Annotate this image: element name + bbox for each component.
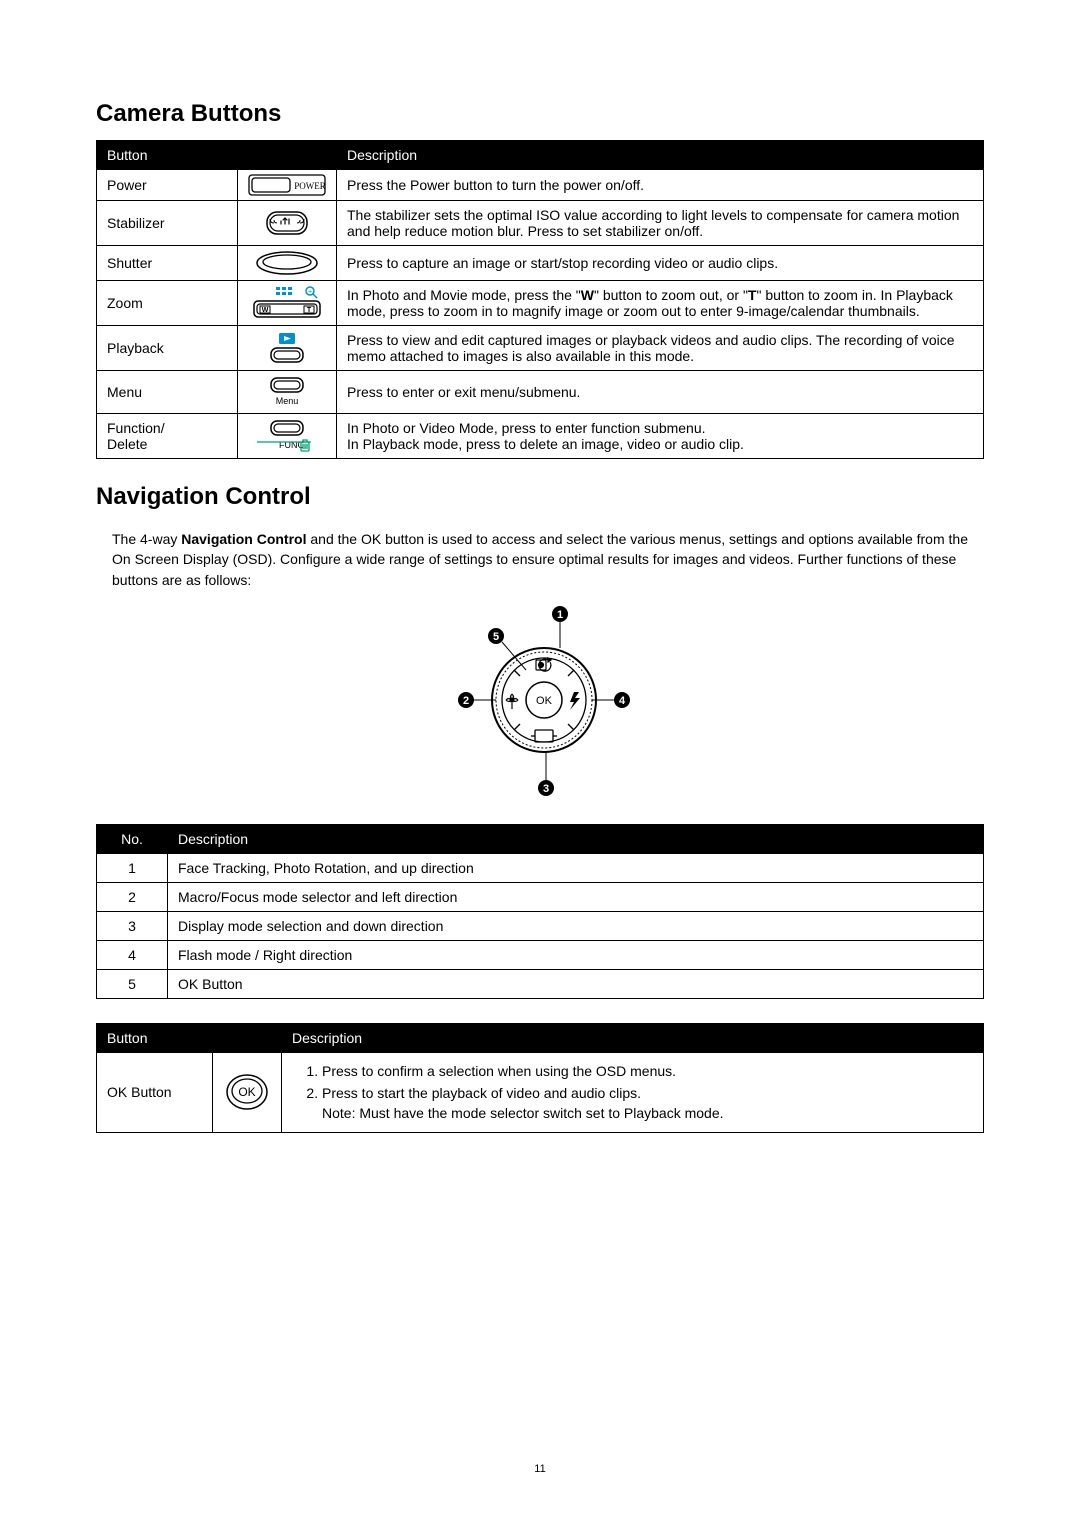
svg-text:OK: OK [536, 695, 553, 707]
table-row: 1Face Tracking, Photo Rotation, and up d… [97, 853, 984, 882]
table-row: Stabilizer The stabilizer sets the optim… [97, 201, 984, 246]
playback-button-icon [238, 326, 337, 371]
btn-desc: In Photo or Video Mode, press to enter f… [337, 414, 984, 459]
btn-desc: Press to view and edit captured images o… [337, 326, 984, 371]
svg-text:OK: OK [238, 1085, 255, 1099]
btn-name: Stabilizer [97, 201, 238, 246]
btn-name: Power [97, 170, 238, 201]
btn-desc: Press to confirm a selection when using … [282, 1052, 984, 1132]
th-description: Description [168, 824, 984, 853]
th-button: Button [97, 1023, 282, 1052]
svg-text:5: 5 [493, 631, 499, 643]
table-row: Zoom + W T In Photo [97, 281, 984, 326]
btn-name: Function/Delete [97, 414, 238, 459]
table-row: 2Macro/Focus mode selector and left dire… [97, 882, 984, 911]
table-row: Shutter Press to capture an image or sta… [97, 246, 984, 281]
btn-name: Shutter [97, 246, 238, 281]
btn-name: Zoom [97, 281, 238, 326]
function-button-icon: FUNC. [238, 414, 337, 459]
nav-desc-table: No. Description 1Face Tracking, Photo Ro… [96, 824, 984, 999]
heading-camera-buttons: Camera Buttons [96, 100, 984, 128]
svg-text:W: W [262, 307, 269, 314]
table-row: OK Button OK Press to confirm a selectio… [97, 1052, 984, 1132]
ok-desc-1: Press to confirm a selection when using … [322, 1061, 973, 1081]
ok-desc-2: Press to start the playback of video and… [322, 1083, 973, 1124]
svg-text:T: T [307, 307, 312, 314]
page: Camera Buttons Button Description Power … [0, 0, 1080, 1515]
svg-text:Menu: Menu [276, 396, 299, 406]
btn-desc: Press the Power button to turn the power… [337, 170, 984, 201]
btn-desc: The stabilizer sets the optimal ISO valu… [337, 201, 984, 246]
table-row: Menu Menu Press to enter or exit menu/su… [97, 371, 984, 414]
table-row: 5OK Button [97, 969, 984, 998]
table-row: 3Display mode selection and down directi… [97, 911, 984, 940]
ok-button-table: Button Description OK Button OK Press to… [96, 1023, 984, 1133]
svg-text:+: + [308, 289, 312, 296]
nav-control-diagram: 1 2 3 4 5 OK [96, 600, 984, 800]
th-no: No. [97, 824, 168, 853]
btn-name: Playback [97, 326, 238, 371]
table-header-row: Button Description [97, 1023, 984, 1052]
table-row: 4Flash mode / Right direction [97, 940, 984, 969]
svg-text:4: 4 [619, 695, 626, 707]
btn-name: Menu [97, 371, 238, 414]
table-header-row: No. Description [97, 824, 984, 853]
ok-button-icon: OK [213, 1052, 282, 1132]
menu-button-icon: Menu [238, 371, 337, 414]
nav-intro: The 4-way Navigation Control and the OK … [96, 529, 984, 590]
th-description: Description [337, 141, 984, 170]
power-button-icon: POWER [238, 170, 337, 201]
page-number: 11 [0, 1463, 1080, 1475]
heading-navigation-control: Navigation Control [96, 483, 984, 511]
table-row: Playback Press to view and edit captured… [97, 326, 984, 371]
svg-text:3: 3 [543, 783, 549, 795]
btn-desc: In Photo and Movie mode, press the "W" b… [337, 281, 984, 326]
stabilizer-button-icon [238, 201, 337, 246]
btn-name: OK Button [97, 1052, 213, 1132]
svg-text:POWER: POWER [294, 181, 326, 191]
btn-desc: Press to enter or exit menu/submenu. [337, 371, 984, 414]
th-button: Button [97, 141, 337, 170]
svg-text:2: 2 [463, 695, 469, 707]
svg-text:1: 1 [557, 609, 563, 621]
shutter-button-icon [238, 246, 337, 281]
camera-buttons-table: Button Description Power POWER Press the… [96, 140, 984, 459]
zoom-button-icon: + W T [238, 281, 337, 326]
table-header-row: Button Description [97, 141, 984, 170]
th-description: Description [282, 1023, 984, 1052]
table-row: Power POWER Press the Power button to tu… [97, 170, 984, 201]
table-row: Function/Delete FUNC. In Photo or Video … [97, 414, 984, 459]
btn-desc: Press to capture an image or start/stop … [337, 246, 984, 281]
